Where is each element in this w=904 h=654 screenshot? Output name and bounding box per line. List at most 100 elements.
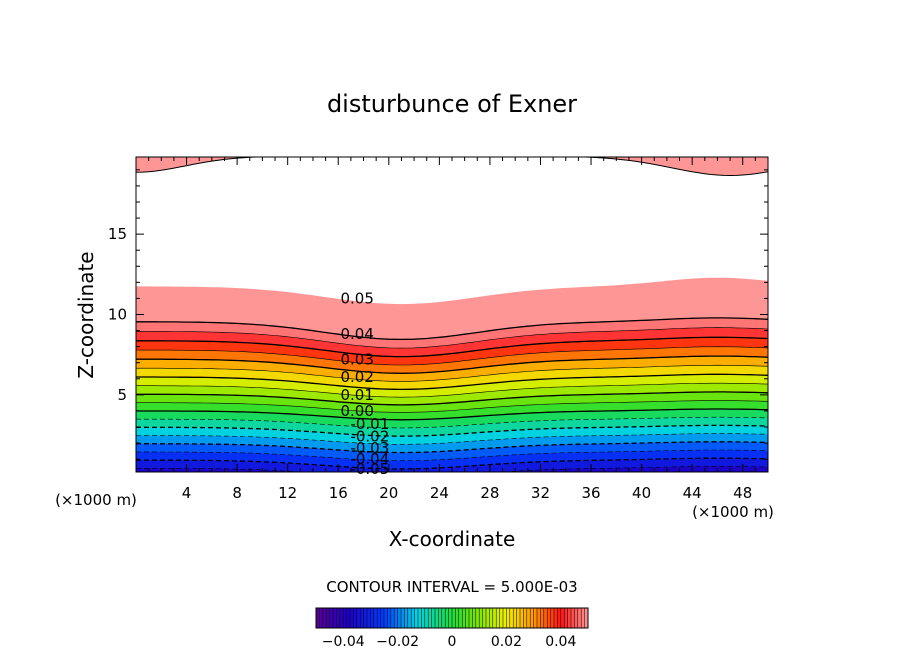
colorbar-tick-label: 0.02 <box>491 634 522 650</box>
colorbar-cell <box>530 608 534 628</box>
contour-line <box>136 416 768 429</box>
colorbar-cell <box>499 608 504 628</box>
colorbar-cell <box>418 608 422 628</box>
contour-line <box>136 424 768 437</box>
x-tick-label: 20 <box>379 484 398 502</box>
contour-line <box>136 327 768 349</box>
colorbar-cell <box>445 608 449 628</box>
x-tick-label: 4 <box>182 484 192 502</box>
colorbar-cell <box>431 608 436 628</box>
x-tick-label: 44 <box>683 484 702 502</box>
colorbar-cell <box>540 608 545 628</box>
contour-line <box>136 317 768 341</box>
colorbar-cell <box>356 608 361 628</box>
contour-line <box>136 336 768 358</box>
colorbar-cell <box>404 608 409 628</box>
colorbar-cell <box>475 608 480 628</box>
colorbar-cell <box>479 608 483 628</box>
colorbar-cell <box>316 608 320 628</box>
colorbar-cell <box>322 608 327 628</box>
colorbar-cell <box>581 608 585 628</box>
contour-lines <box>136 157 768 494</box>
colorbar-cell <box>428 608 432 628</box>
colorbar-cell <box>560 608 565 628</box>
chart-title: disturbunce of Exner <box>327 90 577 118</box>
y-tick-label: 15 <box>108 225 127 243</box>
contour-label: 0.04 <box>340 325 373 343</box>
contour-line <box>136 400 768 413</box>
x-axis-label: X-coordinate <box>389 527 516 551</box>
colorbar-cell <box>503 608 507 628</box>
x-tick-label: 36 <box>581 484 600 502</box>
colorbar-cell <box>547 608 551 628</box>
y-axis-ticks: 5 10 15 <box>108 169 768 460</box>
colorbar-cell <box>346 608 351 628</box>
colorbar-cell <box>360 608 364 628</box>
colorbar-cell <box>373 608 378 628</box>
contour-line <box>136 449 768 461</box>
contour-field <box>136 157 768 472</box>
colorbar-cell <box>326 608 330 628</box>
colorbar-tick-label: −0.04 <box>322 634 365 650</box>
colorbar-cell <box>390 608 395 628</box>
colorbar-cell <box>370 608 375 628</box>
colorbar-cell <box>377 608 381 628</box>
colorbar-cell <box>564 608 568 628</box>
colorbar-tick-label: 0 <box>448 634 457 650</box>
colorbar-frame <box>315 607 589 629</box>
colorbar-cell <box>533 608 538 628</box>
contour-line <box>136 373 768 391</box>
colorbar-cell <box>363 608 368 628</box>
contour-label: -0.05 <box>350 460 389 478</box>
colorbar-cell <box>333 608 337 628</box>
contour-line <box>136 475 768 486</box>
colorbar-cell <box>520 608 524 628</box>
colorbar-cell <box>523 608 528 628</box>
colorbar-cell <box>509 608 514 628</box>
colorbar-tick-labels: −0.04 −0.02 0 0.02 0.04 <box>322 634 577 650</box>
contour-line <box>136 157 768 177</box>
x-tick-label: 8 <box>232 484 242 502</box>
contour-label: 0.01 <box>340 386 373 404</box>
colorbar-cell <box>571 608 575 628</box>
contour-label: 0.03 <box>340 351 373 369</box>
colorbar-cell <box>367 608 371 628</box>
colorbar-cell <box>472 608 477 628</box>
colorbar-tick-label: 0.04 <box>545 634 576 650</box>
colorbar-cell <box>339 608 344 628</box>
colorbar-cell <box>462 608 466 628</box>
colorbar-cell <box>567 608 572 628</box>
contour-line <box>136 391 768 406</box>
colorbar-cell <box>577 608 582 628</box>
colorbar-cell <box>421 608 426 628</box>
colorbar-cell <box>574 608 579 628</box>
colorbar-cell <box>554 608 558 628</box>
colorbar-cell <box>397 608 402 628</box>
x-axis-ticks: 4 8 12 16 20 24 28 32 36 40 44 48 <box>148 157 756 502</box>
colorbar-cell <box>411 608 415 628</box>
x-tick-label: 12 <box>278 484 297 502</box>
contour-line <box>136 466 768 472</box>
colorbar-cell <box>448 608 453 628</box>
colorbar-cell <box>329 608 334 628</box>
colorbar-cell <box>394 608 398 628</box>
contour-label: 0.05 <box>340 289 373 307</box>
contour-line <box>136 441 768 454</box>
contour-line <box>136 382 768 398</box>
contour-label: -0.01 <box>350 415 389 433</box>
colorbar-cell <box>353 608 358 628</box>
colorbar-cell <box>557 608 562 628</box>
colorbar-cell <box>584 608 589 628</box>
colorbar-tick-label: −0.02 <box>376 634 419 650</box>
x-tick-label: 48 <box>733 484 752 502</box>
colorbar-cell <box>543 608 548 628</box>
contour-line <box>136 483 768 494</box>
colorbar-cell <box>441 608 446 628</box>
colorbar-cell <box>435 608 439 628</box>
colorbar-cell <box>424 608 429 628</box>
colorbar-cell <box>458 608 463 628</box>
colorbar <box>315 607 589 629</box>
colorbar-cell <box>489 608 494 628</box>
colorbar-cell <box>496 608 500 628</box>
